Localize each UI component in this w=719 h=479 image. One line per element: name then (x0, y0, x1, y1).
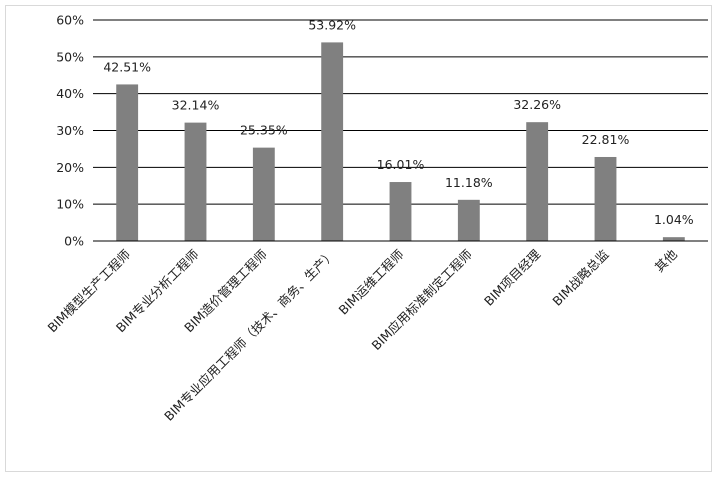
y-tick-label: 10% (56, 197, 84, 212)
bar (594, 156, 617, 241)
bar (389, 182, 412, 241)
bar (457, 199, 480, 241)
bar (252, 147, 275, 241)
bar (526, 122, 549, 241)
category-label: BIM战略总监 (549, 247, 611, 309)
data-labels: 42.51% 32.14% 25.35% 53.92% 16.01% 11.18% 32.2… (103, 17, 693, 227)
bar (184, 122, 207, 241)
data-label: 32.26% (513, 97, 561, 112)
chart-frame (5, 5, 712, 472)
category-labels: BIM模型生产工程师BIM专业分析工程师BIM造价管理工程师BIM专业应用工程师… (45, 246, 681, 424)
category-label: 其他 (652, 246, 681, 275)
y-tick-label: 30% (56, 123, 84, 138)
data-label: 11.18% (445, 175, 493, 190)
y-tick-label: 0% (64, 234, 84, 249)
bar (116, 84, 139, 241)
bars (116, 42, 685, 241)
data-label: 53.92% (308, 17, 356, 32)
data-label: 16.01% (377, 157, 425, 172)
data-label: 42.51% (103, 59, 151, 74)
data-label: 32.14% (172, 98, 220, 113)
category-label: BIM项目经理 (481, 246, 544, 309)
data-label: 25.35% (240, 123, 288, 138)
data-label: 22.81% (582, 132, 630, 147)
y-axis-ticks: 0% 10% 20% 30% 40% 50% 60% (56, 13, 84, 249)
bar (662, 237, 685, 241)
category-label: BIM运维工程师 (336, 247, 407, 318)
y-tick-label: 60% (56, 13, 84, 28)
data-label: 1.04% (654, 212, 694, 227)
bar (321, 42, 344, 241)
y-tick-label: 40% (56, 86, 84, 101)
y-tick-label: 20% (56, 160, 84, 175)
y-tick-label: 50% (56, 49, 84, 64)
